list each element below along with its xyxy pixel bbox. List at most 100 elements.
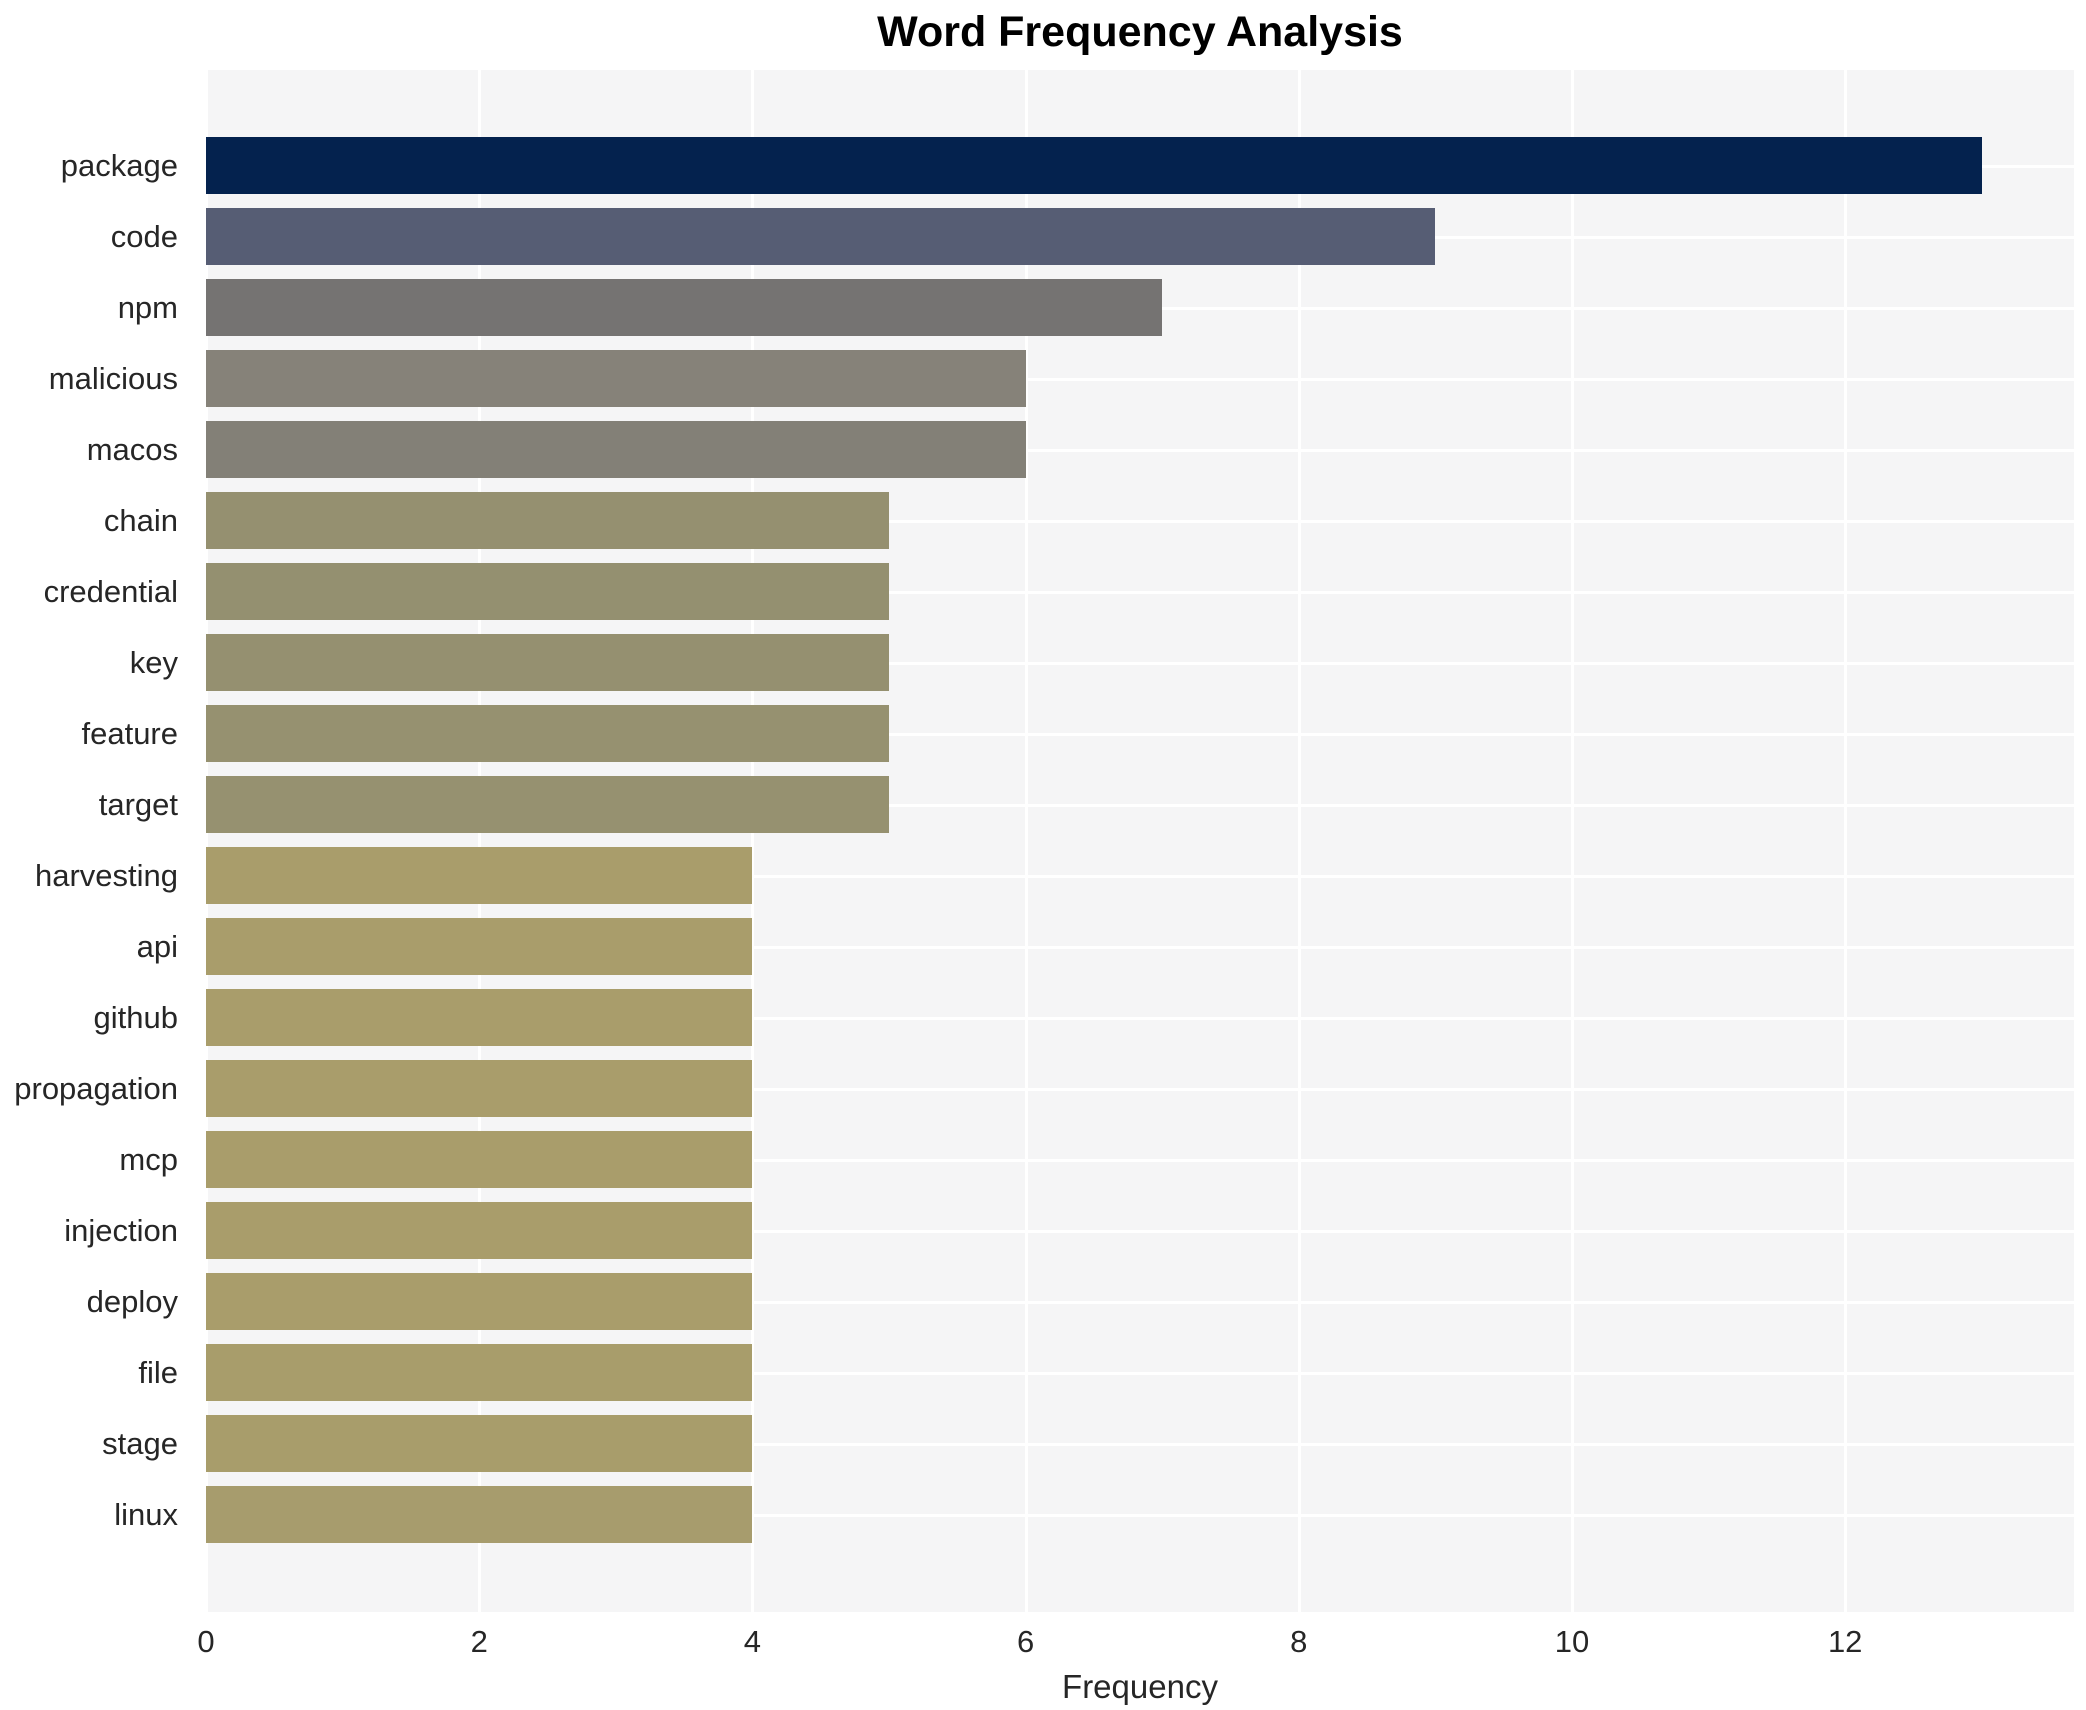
h-grid-line [206, 1300, 2074, 1304]
frequency-bar [206, 492, 889, 549]
category-label: deploy [86, 1284, 178, 1319]
frequency-bar [206, 705, 889, 762]
frequency-bar [206, 208, 1436, 265]
h-grid-line [206, 1158, 2074, 1162]
frequency-bar [206, 1131, 753, 1188]
category-label: npm [117, 290, 178, 325]
h-grid-line [206, 1016, 2074, 1020]
bar-track [206, 1060, 2074, 1117]
bar-row: injection [0, 1195, 2086, 1266]
h-grid-line [206, 1371, 2074, 1375]
category-label: file [138, 1355, 178, 1390]
h-grid-line [206, 448, 2074, 452]
category-label: harvesting [34, 858, 178, 893]
x-tick-label: 8 [1290, 1624, 1308, 1659]
bar-track [206, 634, 2074, 691]
frequency-bar [206, 350, 1026, 407]
bar-track [206, 1344, 2074, 1401]
category-label: stage [102, 1426, 178, 1461]
bar-track [206, 847, 2074, 904]
x-tick-label: 0 [197, 1624, 215, 1659]
x-grid-line [205, 70, 208, 1612]
bar-rows: package code npm malicious macos chain credent… [0, 70, 2086, 1612]
bar-row: feature [0, 698, 2086, 769]
category-label: github [93, 1000, 178, 1035]
category-label: feature [81, 716, 178, 751]
x-grid-line [1297, 70, 1301, 1612]
bar-track [206, 137, 2074, 194]
frequency-bar [206, 1060, 753, 1117]
frequency-bar [206, 1415, 753, 1472]
category-label: api [136, 929, 178, 964]
chart-title: Word Frequency Analysis [877, 8, 1403, 56]
frequency-bar [206, 776, 889, 833]
frequency-bar [206, 918, 753, 975]
h-grid-line [206, 945, 2074, 949]
category-label: package [60, 148, 178, 183]
category-label: chain [103, 503, 178, 538]
h-grid-line [206, 1513, 2074, 1517]
category-label: propagation [14, 1071, 178, 1106]
x-tick-label: 6 [1016, 1624, 1035, 1659]
frequency-bar [206, 1344, 753, 1401]
category-label: malicious [48, 361, 178, 396]
bar-row: npm [0, 272, 2086, 343]
bar-row: deploy [0, 1266, 2086, 1337]
bar-row: github [0, 982, 2086, 1053]
bar-row: malicious [0, 343, 2086, 414]
frequency-bar [206, 1273, 753, 1330]
x-tick-label: 2 [470, 1624, 488, 1659]
bar-track [206, 918, 2074, 975]
bar-track [206, 279, 2074, 336]
x-grid-line [751, 70, 755, 1612]
category-label: linux [114, 1497, 178, 1532]
bar-track [206, 705, 2074, 762]
x-tick-label: 12 [1827, 1624, 1863, 1659]
x-tick-label: 4 [743, 1624, 762, 1659]
x-tick-label: 10 [1554, 1624, 1590, 1659]
bar-track [206, 1273, 2074, 1330]
h-grid-line [206, 803, 2074, 807]
frequency-bar [206, 847, 753, 904]
bar-row: chain [0, 485, 2086, 556]
category-label: key [129, 645, 178, 680]
x-axis-label: Frequency [1062, 1668, 1218, 1705]
h-grid-line [206, 1087, 2074, 1091]
bar-track [206, 421, 2074, 478]
category-label: injection [64, 1213, 178, 1248]
bar-row: linux [0, 1479, 2086, 1550]
h-grid-line [206, 377, 2074, 381]
bar-track [206, 350, 2074, 407]
bar-track [206, 989, 2074, 1046]
bar-row: target [0, 769, 2086, 840]
x-grid-line [1844, 70, 1848, 1612]
frequency-bar [206, 563, 889, 620]
bar-row: credential [0, 556, 2086, 627]
bar-row: macos [0, 414, 2086, 485]
category-label: target [98, 787, 178, 822]
bar-row: harvesting [0, 840, 2086, 911]
bar-track [206, 1202, 2074, 1259]
h-grid-line [206, 1442, 2074, 1446]
category-label: mcp [119, 1142, 178, 1177]
frequency-bar [206, 1202, 753, 1259]
category-label: code [110, 219, 178, 254]
bar-row: code [0, 201, 2086, 272]
bar-row: api [0, 911, 2086, 982]
h-grid-line [206, 519, 2074, 523]
bar-row: propagation [0, 1053, 2086, 1124]
h-grid-line [206, 661, 2074, 665]
bar-row: mcp [0, 1124, 2086, 1195]
h-grid-line [206, 590, 2074, 594]
frequency-bar [206, 279, 1163, 336]
frequency-bar [206, 137, 1982, 194]
bar-track [206, 776, 2074, 833]
category-label: credential [43, 574, 178, 609]
x-axis-ticks: 0 2 4 6 8 10 12 [197, 1624, 2074, 1664]
h-grid-line [206, 1229, 2074, 1233]
x-grid-line [1024, 70, 1028, 1612]
bar-track [206, 1486, 2074, 1543]
bar-track [206, 208, 2074, 265]
category-label: macos [86, 432, 178, 467]
bar-row: file [0, 1337, 2086, 1408]
